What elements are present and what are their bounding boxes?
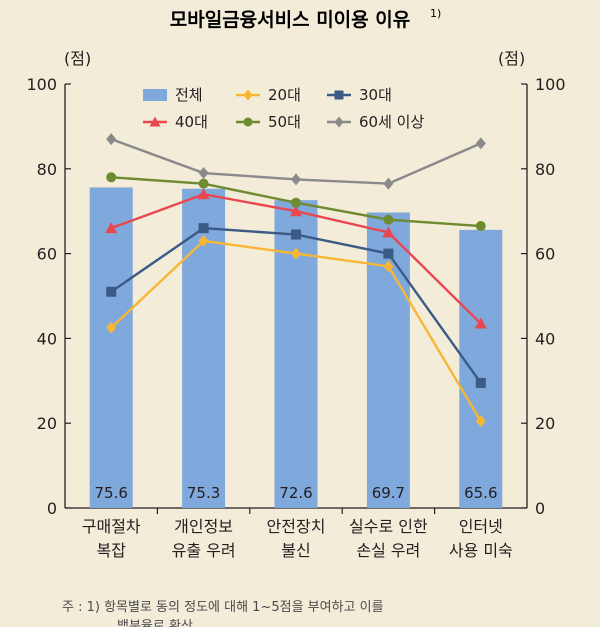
series-point [105,222,118,234]
series-point [290,205,302,217]
series-point [106,286,117,297]
series-point [106,321,117,334]
series-point [291,197,301,208]
legend-label: 40대 [175,113,208,131]
line-series [105,133,487,428]
series-point [383,248,394,259]
axes: 0 0 20 20 40 40 60 60 80 80 100 100 [26,75,565,518]
legend-marker [334,116,344,128]
legend-label: 60세 이상 [359,113,424,131]
y-tick-label-left: 40 [37,329,57,348]
series-point [475,221,486,232]
series-point [383,214,394,225]
bar-data-label: 75.3 [187,484,220,502]
y-tick-label-right: 40 [535,329,555,348]
y-tick-label-right: 80 [535,160,555,179]
series-20대 [106,234,486,428]
series-40대 [105,188,487,329]
bar-data-label: 72.6 [279,484,312,502]
series-point [291,247,301,260]
legend-label: 50대 [268,113,301,131]
series-point [106,172,117,183]
category-label: 사용 미숙 [449,541,513,560]
y-tick-label-left: 0 [47,499,57,518]
bar-data-label: 65.6 [464,484,497,502]
category-label: 불신 [281,541,310,560]
y-tick-label-left: 100 [26,75,57,94]
legend-marker [243,117,253,127]
series-point [475,415,486,428]
y-tick-label-left: 80 [37,160,57,179]
series-point [106,133,117,146]
category-label: 안전장치 [267,517,326,536]
series-point [475,137,486,150]
bar [89,187,133,508]
bar [274,200,318,508]
bar-data-label: 75.6 [94,484,127,502]
series-point [383,177,394,190]
bar-data-label: 69.7 [372,484,405,502]
legend: 전체 20대 30대 40대 50대 60세 이상 [143,86,424,131]
chart-title-group: 모바일금융서비스 미이용 이유 1) [170,7,442,31]
footnote: 주 : 1) 항목별로 동의 정도에 대해 1~5점을 부여하고 이를 [62,600,384,615]
series-60세 이상 [106,133,486,190]
series-point [475,377,486,388]
legend-marker [334,90,344,100]
legend-label: 20대 [268,86,301,104]
legend-label: 전체 [175,86,203,104]
legend-item: 전체 [143,86,203,104]
y-tick-label-right: 0 [535,499,545,518]
legend-item: 50대 [236,113,301,131]
chart-title-superscript: 1) [430,7,441,20]
legend-marker [149,116,161,127]
legend-marker [243,89,253,101]
footnote-continued: 백분율로 환산 [117,619,193,627]
series-point [474,317,487,329]
category-label: 유출 우려 [172,541,236,560]
category-label: 손실 우려 [356,541,420,560]
category-label: 복잡 [96,541,126,560]
series-point [383,260,394,273]
y-axis-unit-left: (점) [64,49,91,68]
legend-label: 30대 [359,86,392,104]
series-point [198,167,209,180]
category-label: 실수로 인한 [349,517,428,536]
legend-item: 30대 [327,86,392,104]
series-point [197,188,210,200]
y-tick-label-left: 60 [37,245,57,264]
legend-item: 20대 [236,86,301,104]
y-axis-unit-right: (점) [498,49,525,68]
y-tick-label-right: 20 [535,414,555,433]
legend-item: 40대 [143,113,208,131]
series-point [382,226,395,238]
series-point [198,223,209,234]
y-tick-label-left: 20 [37,414,57,433]
bar [459,229,503,508]
series-point [198,178,209,189]
series-30대 [106,223,486,388]
series-point [291,229,301,240]
category-label: 구매절차 [82,517,141,536]
series-point [291,173,301,186]
category-label: 개인정보 [174,517,233,536]
legend-item: 60세 이상 [327,113,424,131]
chart-title: 모바일금융서비스 미이용 이유 [170,9,410,31]
series-50대 [106,172,486,232]
y-tick-label-right: 60 [535,245,555,264]
y-tick-label-right: 100 [535,75,566,94]
legend-swatch [143,89,167,101]
series-point [198,234,209,247]
category-label: 인터넷 [459,517,503,536]
